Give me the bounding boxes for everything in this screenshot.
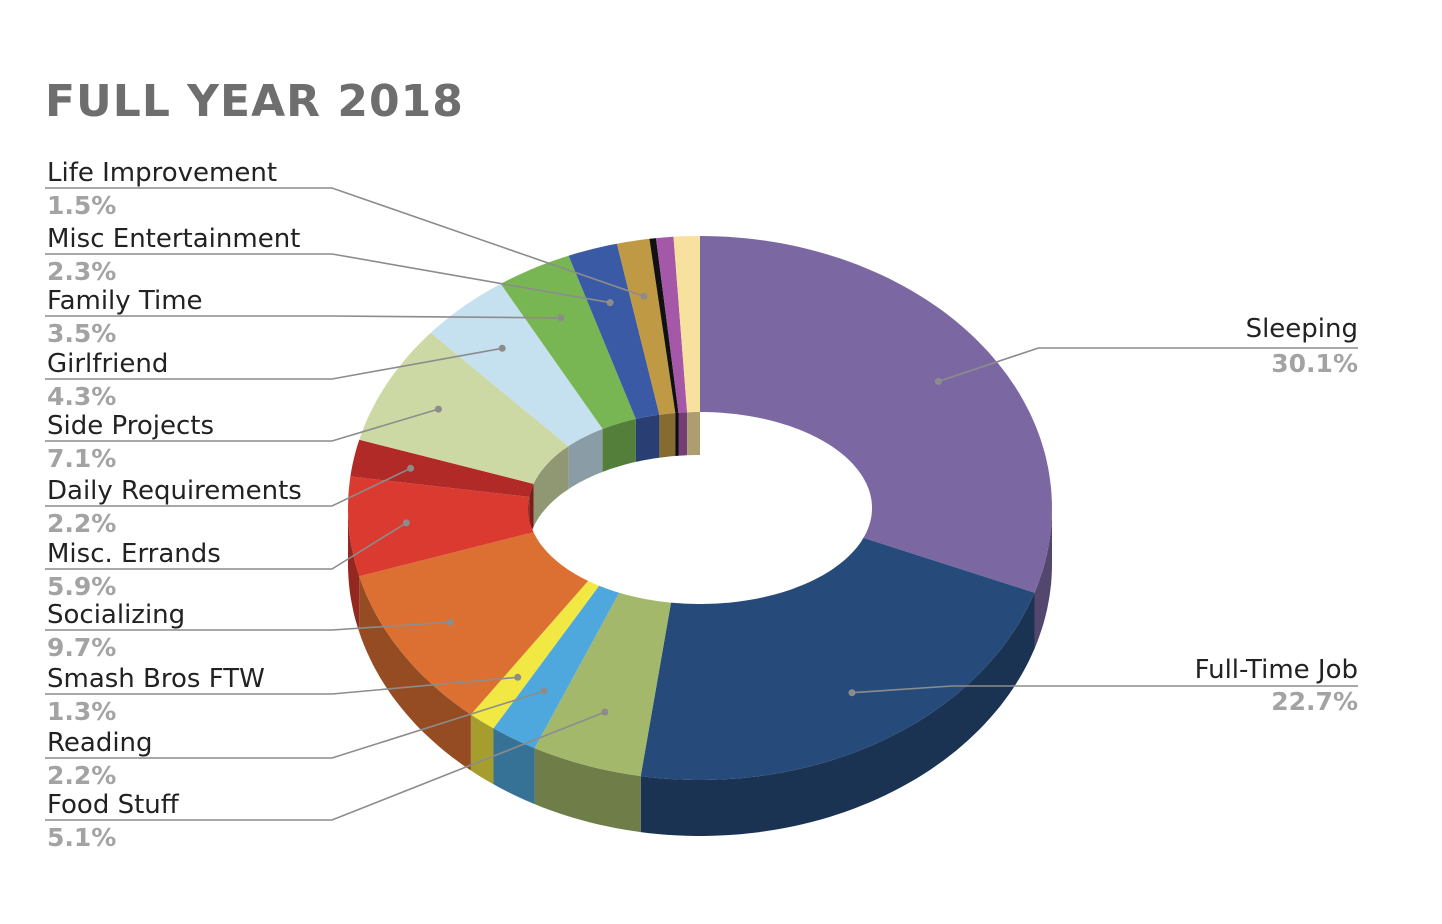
leader-dot-food-stuff [601,708,609,716]
label-smash-bros-ftw-name: Smash Bros FTW [47,664,265,694]
label-socializing-value: 9.7% [47,633,116,662]
label-misc-entertainment-value: 2.3% [47,257,116,286]
label-misc-errands-value: 5.9% [47,572,116,601]
slice-smash-bros-ftw [470,580,600,729]
label-full-time-job-value: 22.7% [1271,687,1358,716]
label-girlfriend-name: Girlfriend [47,349,168,379]
label-food-stuff-value: 5.1% [47,823,116,852]
leader-dot-life-improvement [640,292,648,300]
leader-dot-smash-bros-ftw [514,673,522,681]
leader-dot-daily-requirements [407,464,415,472]
leader-reading [45,690,545,759]
label-misc-errands-name: Misc. Errands [47,539,221,569]
leader-smash-bros-ftw [45,676,518,695]
leader-dot-girlfriend [498,344,506,352]
leader-misc-entertainment [45,253,611,304]
slice-socializing [359,532,589,715]
leader-dot-socializing [446,618,454,626]
label-food-stuff-name: Food Stuff [47,790,180,820]
leader-misc-errands [45,522,407,570]
inner-wall-extra-slice-2 [678,412,688,456]
leader-food-stuff [45,711,606,821]
slice-extra-slice-1 [649,238,679,413]
outer-wall-sleeping [1034,508,1052,649]
label-daily-requirements-name: Daily Requirements [47,476,302,506]
slice-reading [493,585,620,749]
slice-girlfriend [430,283,603,447]
slice-family-time [500,255,636,429]
inner-wall-side-projects [533,446,569,527]
leader-lines [45,187,1358,821]
donut-3d-walls [348,412,1052,836]
label-girlfriend-value: 4.3% [47,382,116,411]
outer-wall-misc-errands [348,508,360,633]
chart-title: FULL YEAR 2018 [45,76,464,127]
leader-full-time-job [851,685,1358,694]
label-misc-entertainment-name: Misc Entertainment [47,224,300,254]
label-reading-value: 2.2% [47,761,116,790]
label-sleeping-name: Sleeping [1246,314,1358,344]
label-side-projects-value: 7.1% [47,444,116,473]
leader-dot-reading [540,687,548,695]
donut-slices [348,236,1052,780]
label-reading-name: Reading [47,728,153,758]
outer-wall-smash-bros-ftw [470,714,494,785]
leader-dot-misc-entertainment [606,299,614,307]
outer-wall-food-stuff [534,748,641,833]
inner-wall-extra-slice-1 [675,412,679,456]
leader-girlfriend [45,347,503,380]
label-family-time-name: Family Time [47,286,203,316]
label-side-projects-name: Side Projects [47,411,214,441]
leader-dot-sleeping [934,377,942,385]
leader-sleeping [938,347,1358,383]
slice-side-projects [359,332,569,484]
label-socializing-name: Socializing [47,600,185,630]
slice-extra-slice-3 [673,236,700,413]
label-life-improvement-value: 1.5% [47,191,116,220]
inner-wall-life-improvement [659,413,676,458]
inner-wall-family-time [602,418,636,472]
label-daily-requirements-value: 2.2% [47,509,116,538]
slice-misc-entertainment [568,243,660,419]
label-family-time-value: 3.5% [47,319,116,348]
label-full-time-job-name: Full-Time Job [1195,655,1358,685]
leader-dot-side-projects [434,405,442,413]
outer-wall-full-time-job [640,592,1035,836]
inner-wall-misc-entertainment [635,414,660,462]
label-sleeping-value: 30.1% [1271,349,1358,378]
leader-dot-family-time [557,314,565,322]
leader-daily-requirements [45,467,411,507]
outer-wall-socializing [359,576,471,771]
leader-dot-misc-errands [402,519,410,527]
label-life-improvement-name: Life Improvement [47,158,277,188]
slice-food-stuff [534,592,671,777]
label-smash-bros-ftw-value: 1.3% [47,697,116,726]
slice-life-improvement [616,238,676,415]
leader-dot-full-time-job [848,689,856,697]
leader-family-time [45,315,561,319]
slice-sleeping [700,236,1052,593]
inner-wall-girlfriend [568,428,603,490]
inner-wall-extra-slice-3 [687,412,700,456]
slice-full-time-job [640,537,1035,780]
slice-misc-errands [348,476,534,577]
outer-wall-reading [493,728,535,805]
leader-life-improvement [45,187,645,298]
slice-extra-slice-2 [656,236,688,413]
slice-daily-requirements [350,439,534,497]
leader-side-projects [45,408,439,442]
leader-socializing [45,621,451,631]
